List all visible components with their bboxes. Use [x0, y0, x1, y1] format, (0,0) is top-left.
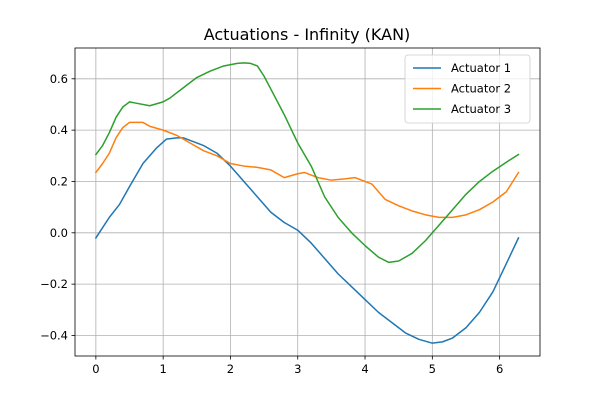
y-tick-label: −0.2	[40, 277, 68, 291]
x-tick-label: 4	[361, 362, 368, 376]
x-tick-label: 1	[159, 362, 166, 376]
x-tick-label: 2	[227, 362, 234, 376]
y-tick-label: −0.4	[40, 328, 68, 342]
y-tick-label: 0.2	[50, 174, 68, 188]
chart-title: Actuations - Infinity (KAN)	[204, 25, 411, 44]
x-tick-label: 6	[496, 362, 503, 376]
legend-box	[404, 54, 531, 124]
y-tick-label: 0.6	[50, 72, 68, 86]
legend-label-actuator-2: Actuator 2	[451, 82, 511, 96]
x-tick-label: 5	[429, 362, 436, 376]
series-line-actuator-3	[94, 62, 520, 264]
x-tick-label: 3	[294, 362, 301, 376]
legend-label-actuator-3: Actuator 3	[451, 102, 511, 116]
y-tick-label: 0.0	[50, 226, 68, 240]
x-tick-label: 0	[92, 362, 99, 376]
y-tick-label: 0.4	[50, 123, 68, 137]
series-line-actuator-1	[94, 137, 520, 344]
plot-frame	[74, 47, 541, 357]
series-line-actuator-2	[94, 121, 520, 219]
legend-label-actuator-1: Actuator 1	[451, 61, 511, 75]
